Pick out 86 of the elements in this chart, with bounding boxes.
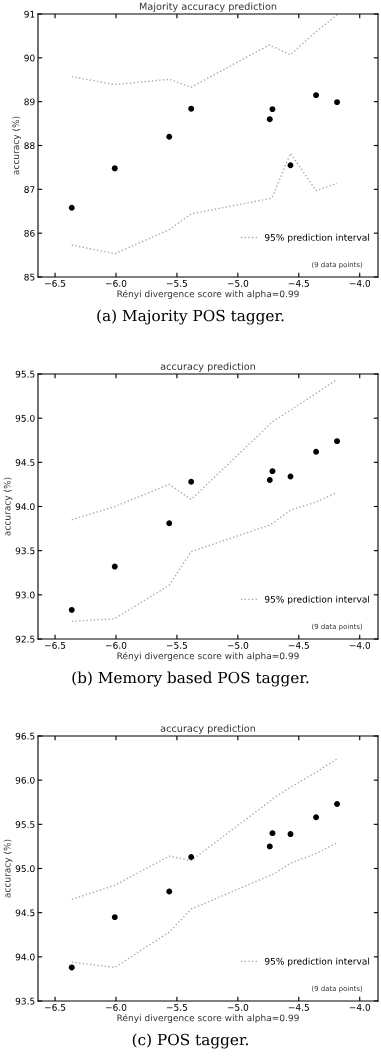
text: (a) Majority POS tagger.	[97, 309, 284, 325]
y-tick-label: 93.5	[15, 997, 35, 1005]
y-tick-label: 94.0	[15, 503, 35, 511]
point	[166, 520, 173, 527]
point	[334, 801, 340, 807]
chart-title: accuracy prediction	[160, 724, 256, 734]
line-series	[71, 378, 338, 521]
line-series	[71, 14, 338, 88]
point	[166, 133, 173, 140]
x-axis-title: Rényi divergence score with alpha=0.99	[117, 289, 299, 299]
x-axis-title: Rényi divergence score with alpha=0.99	[117, 1013, 299, 1023]
x-tick-label: −4.5	[288, 1004, 309, 1011]
line-series	[71, 758, 338, 901]
x-tick-label: −5.5	[166, 1004, 188, 1011]
y-tick-label: 95.0	[15, 414, 35, 422]
y-tick-label: 95.5	[15, 821, 35, 828]
x-tick-label: −5.5	[166, 280, 188, 287]
point	[313, 92, 320, 99]
x-tick-label: −6.5	[45, 1003, 66, 1011]
point	[269, 106, 276, 113]
line-series	[71, 491, 338, 623]
y-tick-label: 95.0	[15, 865, 35, 873]
point	[269, 830, 276, 837]
y-tick-label: 89	[24, 98, 35, 106]
point	[313, 448, 320, 455]
point	[287, 162, 294, 169]
y-tick-label: 94.0	[15, 953, 35, 961]
point	[111, 165, 118, 172]
y-tick-label: 95.5	[15, 370, 35, 378]
x-tick-label: −6.5	[45, 279, 66, 287]
x-tick-label: −5.0	[227, 279, 249, 287]
y-tick-label: 90	[24, 54, 35, 62]
legend-label: 95% prediction interval	[264, 233, 370, 243]
y-tick-label: 94.5	[15, 909, 35, 917]
point	[111, 914, 118, 921]
y-tick-label: 92.5	[15, 635, 35, 643]
point	[188, 478, 195, 485]
y-tick-label: 93.0	[15, 591, 35, 599]
x-tick-label: −4.0	[349, 641, 371, 649]
point	[68, 964, 75, 971]
y-tick-label: 91	[24, 10, 35, 18]
y-tick-label: 96.0	[15, 776, 35, 784]
y-axis-title: accuracy (%)	[3, 477, 13, 536]
point	[313, 814, 320, 821]
chart-title: Majority accuracy prediction	[139, 2, 277, 12]
y-tick-label: 96.5	[15, 732, 35, 740]
legend-label: 95% prediction interval	[264, 957, 370, 967]
point	[269, 468, 276, 475]
x-tick-label: −6.0	[105, 279, 127, 287]
point	[188, 854, 195, 860]
chart-title: accuracy prediction	[160, 362, 256, 372]
y-axis-title: accuracy (%)	[12, 116, 21, 175]
x-tick-label: −4.0	[349, 1003, 371, 1011]
point	[334, 99, 340, 106]
x-tick-label: −6.0	[105, 1003, 127, 1011]
x-tick-label: −5.5	[166, 642, 188, 649]
y-axis-title: accuracy (%)	[3, 839, 13, 898]
x-axis-title: Rényi divergence score with alpha=0.99	[117, 651, 299, 661]
point	[166, 888, 173, 895]
x-tick-label: −4.5	[288, 280, 309, 287]
point	[188, 105, 195, 112]
x-tick-label: −4.0	[349, 279, 371, 287]
line-series	[71, 152, 338, 255]
point	[334, 438, 340, 445]
text: (c) POS tagger.	[132, 1033, 248, 1049]
point	[266, 843, 273, 850]
y-tick-label: 85	[24, 273, 35, 281]
y-tick-label: 94.5	[15, 459, 35, 466]
y-tick-label: 86	[24, 229, 35, 237]
point	[266, 477, 273, 483]
x-tick-label: −4.5	[288, 642, 309, 649]
point	[266, 116, 273, 123]
y-tick-label: 88	[24, 142, 35, 150]
y-tick-label: 93.5	[15, 547, 35, 555]
x-tick-label: −6.0	[105, 641, 127, 649]
x-tick-label: −5.0	[227, 641, 249, 649]
text: (b) Memory based POS tagger.	[72, 671, 309, 687]
point	[68, 606, 75, 613]
x-tick-label: −6.5	[45, 641, 66, 649]
point	[287, 473, 294, 480]
y-tick-label: 87	[24, 186, 35, 193]
point	[111, 563, 118, 570]
x-tick-label: −5.0	[227, 1003, 249, 1011]
point	[287, 831, 294, 837]
point	[68, 204, 75, 211]
legend-label: 95% prediction interval	[264, 595, 370, 605]
